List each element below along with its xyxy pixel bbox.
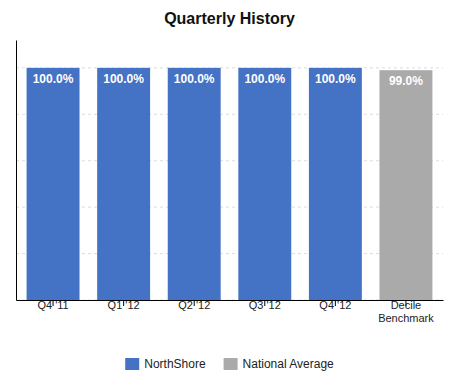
x-tick: Q1 '12: [108, 299, 140, 311]
grid-line: [16, 160, 443, 161]
x-tick-label-line: Q4 '11: [37, 299, 68, 311]
x-tick-label-line: Q2 '12: [178, 299, 210, 311]
x-tick-label: Q4 '12: [319, 299, 351, 311]
x-tick-label-line: Q4 '12: [319, 299, 351, 311]
x-tick-label: Q3 '12: [249, 299, 281, 311]
grid: [16, 68, 443, 300]
x-tick-label-line: Benchmark: [378, 312, 434, 324]
grid-line: [16, 114, 443, 115]
x-tick: Q2 '12: [178, 299, 210, 311]
data-label: 100.0%: [33, 72, 74, 86]
plot: Q4 '11 Q1 '12 Q2 '12 Q3 '12 Q4 '12 DecileBenc…: [16, 41, 444, 324]
grid-line: [16, 253, 443, 254]
chart: Q4 '11 Q1 '12 Q2 '12 Q3 '12 Q4 '12 DecileBenc…: [0, 0, 459, 380]
legend-item: National Average: [224, 357, 335, 371]
legend-item: NorthShore: [125, 357, 206, 371]
x-tick: Q3 '12: [249, 299, 281, 311]
x-tick-label-line: Decile: [391, 299, 422, 311]
grid-line: [16, 300, 443, 301]
legend: NorthShore National Average: [125, 357, 334, 371]
grid-line: [16, 207, 443, 208]
legend-swatch: [224, 358, 238, 370]
x-tick: Q4 '11: [37, 299, 68, 311]
legend-label: NorthShore: [144, 357, 206, 371]
x-tick-label: DecileBenchmark: [378, 299, 434, 324]
x-tick-label: Q2 '12: [178, 299, 210, 311]
x-tick: DecileBenchmark: [378, 299, 434, 324]
legend-label: National Average: [243, 357, 335, 371]
bar: [309, 68, 362, 300]
x-tick-label: Q4 '11: [37, 299, 68, 311]
grid-line: [16, 67, 443, 68]
bar: [238, 68, 291, 300]
data-label: 100.0%: [244, 72, 285, 86]
x-tick-label: Q1 '12: [108, 299, 140, 311]
x-tick-label-line: Q3 '12: [249, 299, 281, 311]
data-label: 100.0%: [315, 72, 356, 86]
bar: [27, 68, 80, 300]
data-label: 99.0%: [389, 74, 423, 88]
title: Quarterly History: [164, 10, 295, 27]
bars: [27, 68, 433, 300]
legend-swatch: [125, 358, 139, 370]
x-axis: Q4 '11 Q1 '12 Q2 '12 Q3 '12 Q4 '12 DecileBenc…: [17, 299, 444, 324]
x-axis-line: [17, 300, 444, 301]
x-tick-label-line: Q1 '12: [108, 299, 140, 311]
bar: [379, 70, 432, 300]
y-axis: [16, 41, 18, 301]
bar: [97, 68, 150, 300]
data-label: 100.0%: [174, 72, 215, 86]
y-axis-line: [16, 41, 17, 301]
x-tick: Q4 '12: [319, 299, 351, 311]
data-labels: 100.0% 100.0% 100.0% 100.0% 100.0% 99.0%: [33, 72, 424, 88]
data-label: 100.0%: [103, 72, 144, 86]
bar: [168, 68, 221, 300]
